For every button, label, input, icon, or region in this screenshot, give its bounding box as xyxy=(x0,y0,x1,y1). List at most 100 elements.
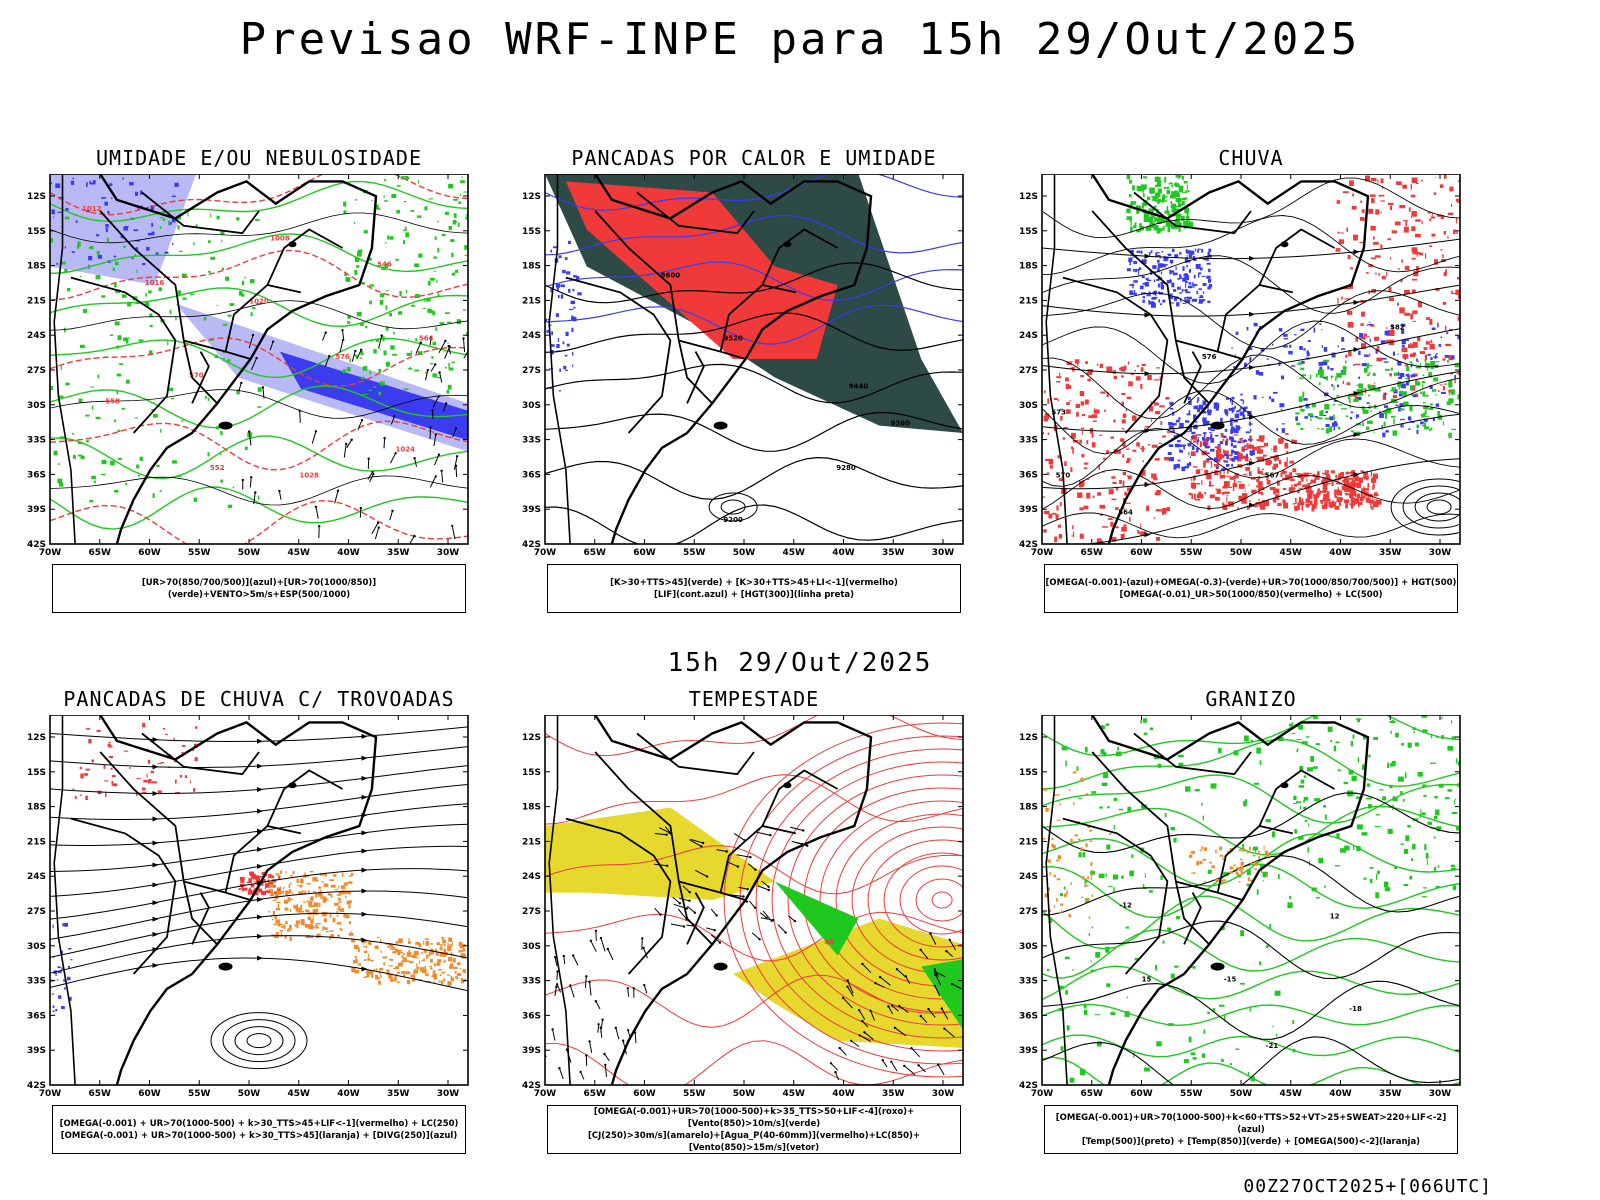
legend-box: [OMEGA(-0.001) + UR>70(1000-500) + k>30_… xyxy=(52,1105,466,1154)
lat-tick-label: 33S xyxy=(522,436,541,446)
lat-tick-label: 33S xyxy=(522,977,541,987)
lon-tick-label: 40W xyxy=(1329,1089,1352,1099)
lon-tick-label: 70W xyxy=(534,1089,557,1099)
lat-tick-label: 30S xyxy=(1019,401,1038,411)
contour-label: 552 xyxy=(210,464,225,472)
lat-tick-label: 12S xyxy=(522,192,541,202)
lat-tick-label: 18S xyxy=(522,803,541,813)
lon-tick-label: 55W xyxy=(683,1089,706,1099)
lat-tick-label: 30S xyxy=(522,401,541,411)
contour-label: 567 xyxy=(1265,471,1280,479)
legend-line: [OMEGA(-0.001)-(azul)+OMEGA(-0.3)-(verde… xyxy=(1045,577,1457,588)
lon-tick-label: 65W xyxy=(584,1089,607,1099)
legend-line: [UR>70(850/700/500)](azul)+[UR>70(1000/8… xyxy=(141,577,377,600)
panel-title: TEMPESTADE xyxy=(688,687,820,711)
lon-tick-label: 35W xyxy=(882,548,905,558)
map-panel: PANCADAS DE CHUVA C/ TROVOADAS 12S 15S 18S 2… xyxy=(2,687,472,1167)
lon-tick-label: 40W xyxy=(832,1089,855,1099)
lon-tick-label: 65W xyxy=(1081,548,1104,558)
contour-label: 9440 xyxy=(849,383,869,391)
lon-tick-label: 35W xyxy=(1379,548,1402,558)
lat-tick-label: 15S xyxy=(1019,768,1038,778)
lon-tick-label: 40W xyxy=(337,1089,360,1099)
lat-tick-label: 36S xyxy=(27,470,46,480)
legend-line: [CJ(250)>30m/s](amarelo)+[Agua_P(40-60mm… xyxy=(587,1130,921,1153)
lat-tick-label: 21S xyxy=(1019,296,1038,306)
lon-tick-label: 45W xyxy=(1280,548,1303,558)
lat-tick-label: 18S xyxy=(1019,262,1038,272)
lon-tick-label: 60W xyxy=(1130,1089,1153,1099)
lon-tick-label: 35W xyxy=(387,548,410,558)
lat-tick-label: 33S xyxy=(1019,977,1038,987)
lon-tick-label: 35W xyxy=(882,1089,905,1099)
lat-tick-label: 27S xyxy=(27,907,46,917)
contour-label: -15 xyxy=(1224,975,1237,983)
map-panel: GRANIZO -12 -15 -18 -21 12 15 12S 15S 18S 21S 24S 27… xyxy=(994,687,1464,1167)
contour-label: 570 xyxy=(189,372,204,380)
contour-label: 1028 xyxy=(299,471,319,479)
lat-tick-label: 12S xyxy=(1019,192,1038,202)
lon-tick-label: 40W xyxy=(1329,548,1352,558)
lon-tick-label: 50W xyxy=(733,548,756,558)
panel-title: UMIDADE E/OU NEBULOSIDADE xyxy=(95,146,423,170)
contour-label: 1012 xyxy=(82,205,102,213)
forecast-map: 9600 9520 9440 9360 9280 9200 12S 15S 18S 21S 24S 2… xyxy=(522,174,964,558)
lat-tick-label: 36S xyxy=(1019,1011,1038,1021)
lat-tick-label: 36S xyxy=(27,1011,46,1021)
lat-tick-label: 33S xyxy=(27,436,46,446)
lon-tick-label: 40W xyxy=(337,548,360,558)
lat-tick-label: 24S xyxy=(1019,872,1038,882)
lon-tick-label: 40W xyxy=(832,548,855,558)
lat-tick-label: 24S xyxy=(522,872,541,882)
map-panel: TEMPESTADE 40 12S 15S 18S 21S 24S 27S 30S 33S 36S 3… xyxy=(497,687,967,1167)
lat-tick-label: 42S xyxy=(1019,1081,1038,1091)
legend-line: [K>30+TTS>45](verde) + [K>30+TTS>45+LI<-… xyxy=(610,577,898,588)
lat-tick-label: 30S xyxy=(1019,942,1038,952)
lat-tick-label: 42S xyxy=(522,540,541,550)
legend-box: [OMEGA(-0.001)+UR>70(1000-500)+k<60+TTS>… xyxy=(1044,1105,1458,1154)
forecast-map: -12 -15 -18 -21 12 15 12S 15S 18S 21S 24S 27S 30S 33S… xyxy=(1019,715,1461,1099)
contour-label: 15 xyxy=(1142,975,1152,983)
lat-tick-label: 15S xyxy=(522,768,541,778)
lon-tick-label: 65W xyxy=(89,548,112,558)
main-title: Previsao WRF-INPE para 15h 29/Out/2025 xyxy=(239,14,1361,65)
lon-tick-label: 45W xyxy=(288,1089,311,1099)
lat-tick-label: 39S xyxy=(522,1046,541,1056)
panel-title: PANCADAS POR CALOR E UMIDADE xyxy=(571,146,937,170)
run-timestamp: 00Z27OCT2025+[066UTC] xyxy=(1243,1176,1492,1197)
contour-label: 12 xyxy=(1330,913,1340,921)
lon-tick-label: 50W xyxy=(733,1089,756,1099)
lat-tick-label: 42S xyxy=(522,1081,541,1091)
lat-tick-label: 33S xyxy=(1019,436,1038,446)
contour-label: 576 xyxy=(1202,353,1217,361)
lat-tick-label: 15S xyxy=(27,768,46,778)
lon-tick-label: 45W xyxy=(783,1089,806,1099)
panel-title: GRANIZO xyxy=(1205,687,1297,711)
lon-tick-label: 55W xyxy=(1180,548,1203,558)
lat-tick-label: 27S xyxy=(1019,907,1038,917)
panel-title: PANCADAS DE CHUVA C/ TROVOADAS xyxy=(63,687,455,711)
contour-label: -12 xyxy=(1119,901,1132,909)
legend-line: [OMEGA(-0.01)_UR>50(1000/850)(vermelho) … xyxy=(1119,589,1383,600)
mid-time-title: 15h 29/Out/2025 xyxy=(667,648,933,678)
lon-tick-label: 50W xyxy=(1230,1089,1253,1099)
lat-tick-label: 15S xyxy=(522,227,541,237)
lat-tick-label: 21S xyxy=(27,837,46,847)
lon-tick-label: 50W xyxy=(238,548,261,558)
contour-label: 573 xyxy=(1051,409,1066,417)
legend-line: [OMEGA(-0.001) + UR>70(1000-500) + k>30_… xyxy=(60,1130,458,1141)
contour-label: 9520 xyxy=(723,335,743,343)
legend-line: [OMEGA(-0.001)+UR>70(1000-500)+k<60+TTS>… xyxy=(1055,1112,1447,1135)
lat-tick-label: 21S xyxy=(1019,837,1038,847)
legend-box: [UR>70(850/700/500)](azul)+[UR>70(1000/8… xyxy=(52,564,466,613)
lat-tick-label: 24S xyxy=(522,331,541,341)
lat-tick-label: 15S xyxy=(1019,227,1038,237)
lat-tick-label: 18S xyxy=(27,262,46,272)
lat-tick-label: 33S xyxy=(27,977,46,987)
legend-line: [OMEGA(-0.001)+UR>70(1000-500)+k>35_TTS>… xyxy=(593,1106,915,1129)
lat-tick-label: 30S xyxy=(27,401,46,411)
legend-box: [OMEGA(-0.001)+UR>70(1000-500)+k>35_TTS>… xyxy=(547,1105,961,1154)
lon-tick-label: 30W xyxy=(437,548,460,558)
contour-label: 9200 xyxy=(723,516,743,524)
lat-tick-label: 42S xyxy=(1019,540,1038,550)
